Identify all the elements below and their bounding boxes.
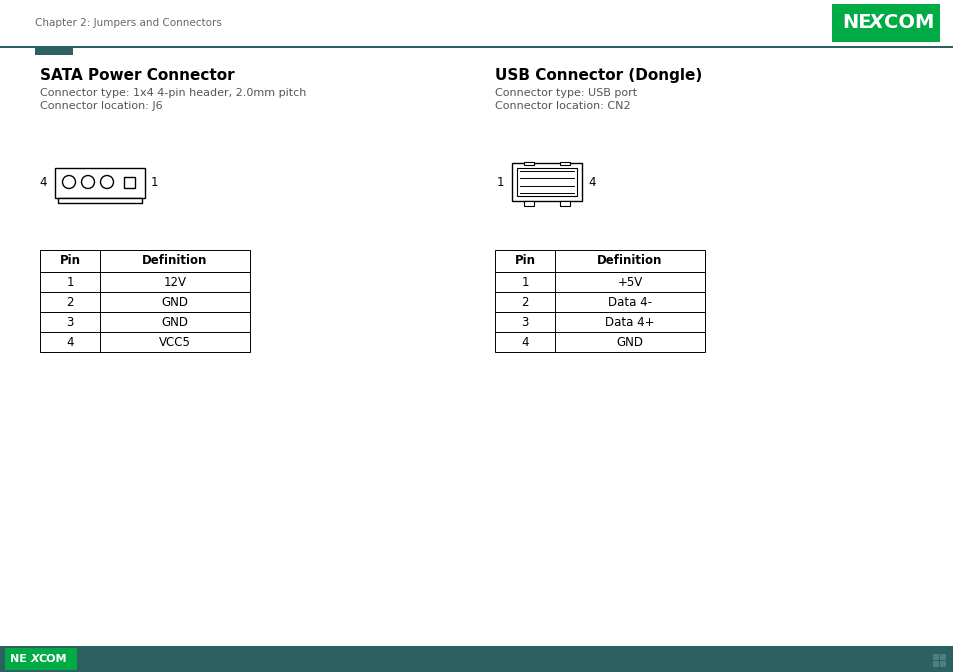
Text: Connector location: J6: Connector location: J6 (40, 101, 162, 111)
Bar (939, 654, 945, 660)
Text: Pin: Pin (59, 255, 80, 267)
Text: COM: COM (39, 654, 68, 664)
Text: Data 4+: Data 4+ (604, 315, 654, 329)
Text: NISE 301 User Manual: NISE 301 User Manual (833, 664, 933, 672)
Bar (495, 272, 555, 292)
Bar (100, 292, 250, 312)
Bar (100, 250, 250, 272)
Text: GND: GND (161, 315, 189, 329)
Text: 2: 2 (520, 296, 528, 308)
Bar (559, 201, 569, 206)
Text: 1: 1 (151, 175, 158, 189)
Text: X: X (868, 13, 883, 32)
Text: 1: 1 (496, 175, 503, 189)
Text: X: X (30, 654, 40, 664)
Bar (40, 332, 100, 352)
Bar (495, 292, 555, 312)
Bar (555, 332, 704, 352)
Bar (5, 648, 77, 670)
Bar (40, 292, 100, 312)
Bar (40, 250, 100, 272)
Bar (932, 654, 938, 660)
Text: Definition: Definition (597, 255, 662, 267)
Text: +5V: +5V (617, 276, 642, 288)
Bar (555, 250, 704, 272)
Text: 1: 1 (520, 276, 528, 288)
Text: GND: GND (616, 335, 643, 349)
Bar (559, 162, 569, 165)
Bar (512, 163, 581, 201)
Circle shape (100, 175, 113, 189)
Bar (831, 4, 939, 42)
Bar (555, 312, 704, 332)
Text: NE: NE (10, 654, 27, 664)
Bar (124, 177, 135, 187)
Text: 4: 4 (66, 335, 73, 349)
Bar (40, 272, 100, 292)
Text: NE: NE (841, 13, 871, 32)
Bar (100, 312, 250, 332)
Text: 12V: 12V (163, 276, 186, 288)
Text: COM: COM (883, 13, 933, 32)
Bar (0, 46, 953, 48)
Bar (55, 168, 145, 198)
Bar (0, 646, 953, 672)
Bar (40, 312, 100, 332)
Text: 2: 2 (66, 296, 73, 308)
Bar (58, 198, 142, 203)
Text: USB Connector (Dongle): USB Connector (Dongle) (495, 68, 701, 83)
Text: Connector type: 1x4 4-pin header, 2.0mm pitch: Connector type: 1x4 4-pin header, 2.0mm … (40, 88, 306, 98)
Text: 4: 4 (520, 335, 528, 349)
Text: 1: 1 (66, 276, 73, 288)
Bar (939, 661, 945, 667)
Text: 4: 4 (39, 175, 47, 189)
Text: 25: 25 (469, 664, 484, 672)
Bar (932, 661, 938, 667)
Text: Data 4-: Data 4- (607, 296, 651, 308)
Bar (555, 272, 704, 292)
Text: SATA Power Connector: SATA Power Connector (40, 68, 234, 83)
Text: Connector type: USB port: Connector type: USB port (495, 88, 637, 98)
Circle shape (63, 175, 75, 189)
Text: 3: 3 (520, 315, 528, 329)
Bar (523, 201, 534, 206)
Text: Pin: Pin (514, 255, 535, 267)
Bar (523, 162, 534, 165)
Bar (495, 250, 555, 272)
Text: VCC5: VCC5 (159, 335, 191, 349)
Text: 3: 3 (67, 315, 73, 329)
Text: Definition: Definition (142, 255, 208, 267)
Bar (517, 168, 577, 196)
Text: Copyright © 2015 NEXCOM International Co., Ltd. All Rights Reserved.: Copyright © 2015 NEXCOM International Co… (35, 664, 354, 672)
Bar (555, 292, 704, 312)
Text: 4: 4 (587, 175, 595, 189)
Bar (100, 332, 250, 352)
Text: GND: GND (161, 296, 189, 308)
Bar (100, 272, 250, 292)
Bar (495, 312, 555, 332)
Bar (495, 332, 555, 352)
Bar (35, 46, 73, 55)
Circle shape (81, 175, 94, 189)
Text: Chapter 2: Jumpers and Connectors: Chapter 2: Jumpers and Connectors (35, 18, 222, 28)
Text: Connector location: CN2: Connector location: CN2 (495, 101, 630, 111)
